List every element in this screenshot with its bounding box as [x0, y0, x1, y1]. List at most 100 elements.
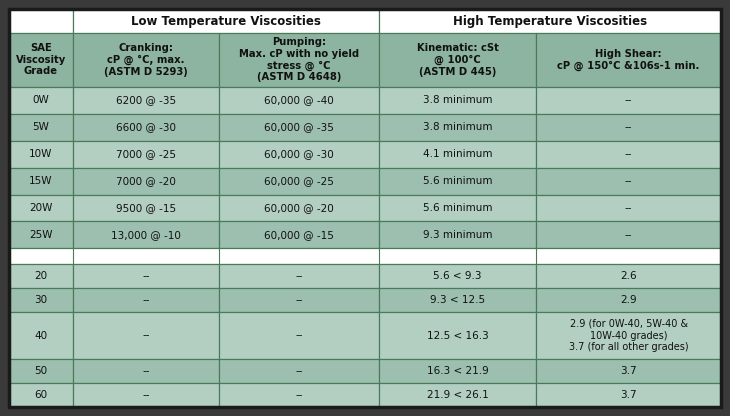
Text: 3.7: 3.7: [620, 390, 637, 400]
Bar: [536, 141, 721, 168]
Text: 9.3 < 12.5: 9.3 < 12.5: [430, 295, 485, 305]
Bar: [73, 195, 219, 221]
Bar: [9, 87, 73, 114]
Text: 3.8 minimum: 3.8 minimum: [423, 95, 492, 105]
Bar: [219, 141, 380, 168]
Bar: [73, 312, 219, 359]
Text: High Temperature Viscosities: High Temperature Viscosities: [453, 15, 648, 27]
Text: 5.6 minimum: 5.6 minimum: [423, 203, 492, 213]
Text: 9500 @ -15: 9500 @ -15: [116, 203, 176, 213]
Text: 2.9 (for 0W-40, 5W-40 &
10W-40 grades)
3.7 (for all other grades): 2.9 (for 0W-40, 5W-40 & 10W-40 grades) 3…: [569, 319, 688, 352]
Bar: [380, 383, 536, 407]
Text: 60,000 @ -35: 60,000 @ -35: [264, 122, 334, 132]
Text: --: --: [296, 366, 303, 376]
Bar: [73, 359, 219, 383]
Bar: [9, 33, 73, 87]
Text: 6200 @ -35: 6200 @ -35: [116, 95, 176, 105]
Text: --: --: [296, 390, 303, 400]
Text: 12.5 < 16.3: 12.5 < 16.3: [427, 331, 488, 341]
Bar: [73, 33, 219, 87]
Text: 10W: 10W: [29, 149, 53, 159]
Bar: [380, 141, 536, 168]
Text: 40: 40: [34, 331, 47, 341]
Text: High Shear:
cP @ 150°C &106s-1 min.: High Shear: cP @ 150°C &106s-1 min.: [558, 49, 700, 71]
Text: 50: 50: [34, 366, 47, 376]
Bar: [380, 288, 536, 312]
Bar: [536, 359, 721, 383]
Text: 2.9: 2.9: [620, 295, 637, 305]
Text: --: --: [625, 122, 632, 132]
Bar: [73, 288, 219, 312]
Bar: [219, 383, 380, 407]
Text: 3.8 minimum: 3.8 minimum: [423, 122, 492, 132]
Text: --: --: [625, 95, 632, 105]
Text: 0W: 0W: [32, 95, 49, 105]
Text: SAE
Viscosity
Grade: SAE Viscosity Grade: [16, 43, 66, 77]
Bar: [219, 312, 380, 359]
Bar: [536, 264, 721, 288]
Bar: [380, 312, 536, 359]
Text: 13,000 @ -10: 13,000 @ -10: [111, 230, 181, 240]
Text: 16.3 < 21.9: 16.3 < 21.9: [427, 366, 488, 376]
Bar: [219, 264, 380, 288]
Text: --: --: [296, 331, 303, 341]
Bar: [73, 141, 219, 168]
Bar: [219, 87, 380, 114]
Bar: [73, 383, 219, 407]
Bar: [73, 264, 219, 288]
Bar: [380, 9, 721, 33]
Bar: [536, 383, 721, 407]
Text: 25W: 25W: [29, 230, 53, 240]
Text: Pumping:
Max. cP with no yield
stress @ °C
(ASTM D 4648): Pumping: Max. cP with no yield stress @ …: [239, 37, 359, 82]
Text: --: --: [625, 149, 632, 159]
Bar: [219, 114, 380, 141]
Text: --: --: [142, 331, 150, 341]
Text: 60,000 @ -15: 60,000 @ -15: [264, 230, 334, 240]
Text: 60,000 @ -20: 60,000 @ -20: [264, 203, 334, 213]
Bar: [9, 248, 721, 264]
Bar: [73, 87, 219, 114]
Bar: [536, 288, 721, 312]
Bar: [219, 359, 380, 383]
Bar: [380, 168, 536, 195]
Bar: [73, 9, 380, 33]
Bar: [380, 33, 536, 87]
Text: Kinematic: cSt
@ 100°C
(ASTM D 445): Kinematic: cSt @ 100°C (ASTM D 445): [417, 43, 499, 77]
Bar: [9, 359, 73, 383]
Text: 30: 30: [34, 295, 47, 305]
Bar: [9, 195, 73, 221]
Bar: [9, 114, 73, 141]
Text: Cranking:
cP @ °C, max.
(ASTM D 5293): Cranking: cP @ °C, max. (ASTM D 5293): [104, 43, 188, 77]
Bar: [380, 221, 536, 248]
Text: 60,000 @ -40: 60,000 @ -40: [264, 95, 334, 105]
Text: 4.1 minimum: 4.1 minimum: [423, 149, 492, 159]
Bar: [9, 9, 73, 33]
Text: 20W: 20W: [29, 203, 53, 213]
Text: --: --: [142, 271, 150, 281]
Bar: [9, 141, 73, 168]
Bar: [536, 168, 721, 195]
Text: --: --: [625, 203, 632, 213]
Text: 5.6 minimum: 5.6 minimum: [423, 176, 492, 186]
Text: 5.6 < 9.3: 5.6 < 9.3: [434, 271, 482, 281]
Text: 60,000 @ -25: 60,000 @ -25: [264, 176, 334, 186]
Text: 15W: 15W: [29, 176, 53, 186]
Bar: [219, 221, 380, 248]
Bar: [73, 221, 219, 248]
Text: Low Temperature Viscosities: Low Temperature Viscosities: [131, 15, 321, 27]
Bar: [536, 33, 721, 87]
Text: 21.9 < 26.1: 21.9 < 26.1: [427, 390, 488, 400]
Bar: [9, 312, 73, 359]
Bar: [9, 221, 73, 248]
Bar: [9, 264, 73, 288]
Text: --: --: [142, 390, 150, 400]
Bar: [219, 288, 380, 312]
Bar: [380, 87, 536, 114]
Text: 2.6: 2.6: [620, 271, 637, 281]
Bar: [9, 383, 73, 407]
Text: 7000 @ -20: 7000 @ -20: [116, 176, 176, 186]
Bar: [73, 168, 219, 195]
Text: 20: 20: [34, 271, 47, 281]
Bar: [219, 168, 380, 195]
Bar: [219, 33, 380, 87]
